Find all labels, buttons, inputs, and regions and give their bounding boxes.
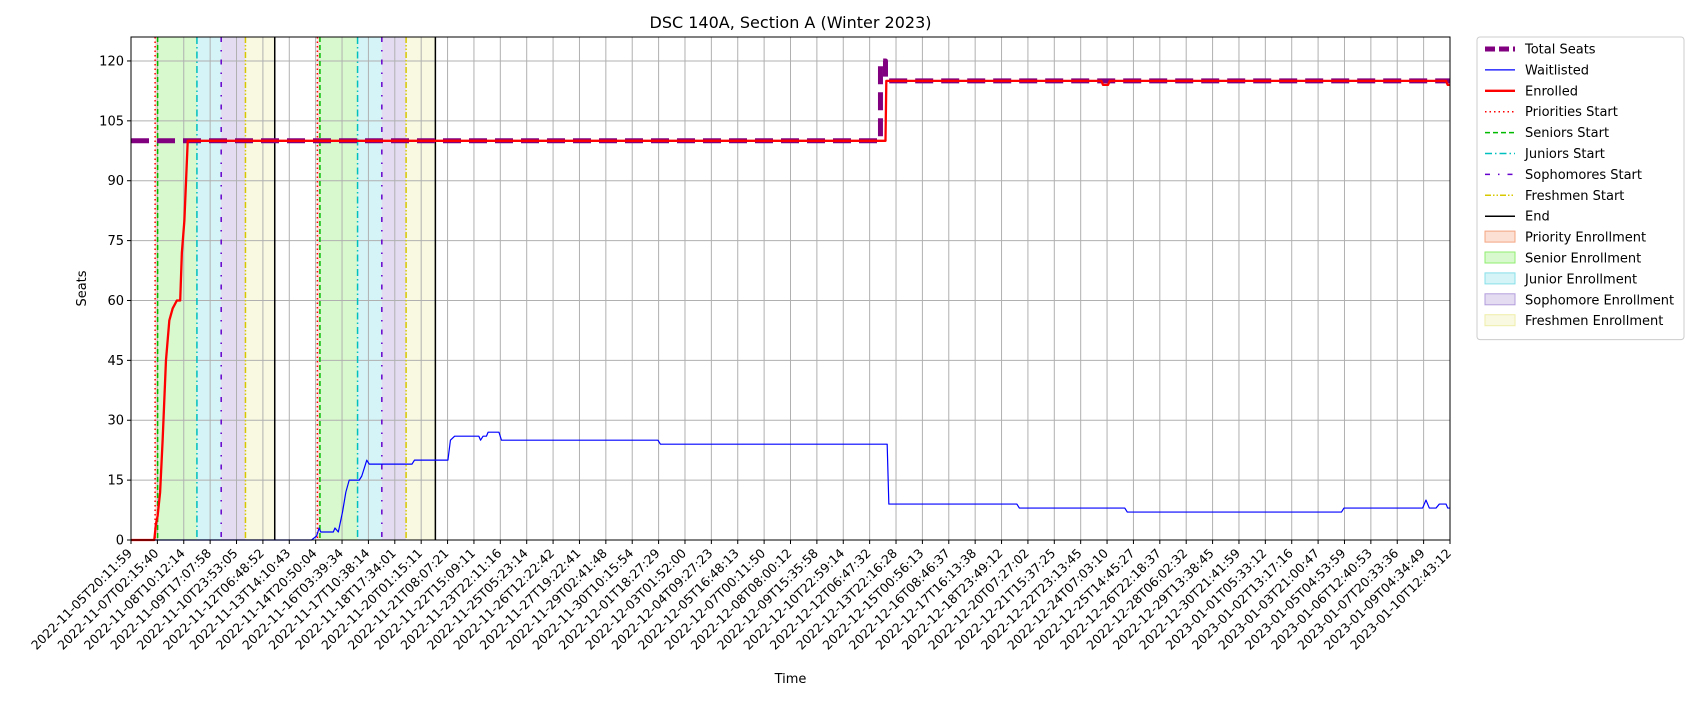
x-axis-label: Time: [774, 672, 807, 687]
legend-label-freshmen-start: Freshmen Start: [1525, 189, 1624, 204]
legend-label-seniors-start: Seniors Start: [1525, 126, 1609, 141]
y-axis-label: Seats: [75, 270, 90, 306]
legend-label-waitlisted: Waitlisted: [1525, 63, 1589, 78]
legend-label-end: End: [1525, 210, 1550, 225]
shade-junior-enrollment-1: [196, 37, 222, 540]
shade-sophomore-enrollment-1: [221, 37, 246, 540]
shade-senior-enrollment-1: [157, 37, 197, 540]
chart-title: DSC 140A, Section A (Winter 2023): [650, 13, 932, 32]
y-tick-label: 30: [107, 414, 124, 429]
legend-label-enrolled: Enrolled: [1525, 84, 1578, 99]
legend-label-junior-enrollment: Junior Enrollment: [1524, 272, 1637, 287]
legend-label-priority-enrollment: Priority Enrollment: [1525, 231, 1646, 246]
shade-senior-enrollment-2: [319, 37, 358, 540]
legend-label-total-seats: Total Seats: [1524, 43, 1596, 58]
legend-label-senior-enrollment: Senior Enrollment: [1525, 252, 1641, 267]
y-tick-label: 90: [107, 174, 124, 189]
legend-swatch-sophomore-enrollment: [1484, 293, 1516, 306]
shade-freshmen-enrollment-1: [245, 37, 275, 540]
y-tick-label: 105: [99, 114, 124, 129]
legend: Total Seats Waitlisted Enrolled Priorities …: [1476, 36, 1685, 341]
shade-priority-enrollment-1: [155, 37, 158, 540]
legend-box: [1476, 36, 1685, 341]
legend-swatch-senior-enrollment: [1484, 251, 1516, 264]
shade-priority-enrollment-2: [317, 37, 320, 540]
y-tick-label: 75: [107, 234, 124, 249]
legend-swatch-freshmen-enrollment: [1484, 314, 1516, 327]
series-waitlisted-line: [131, 431, 1450, 541]
legend-label-sophomore-enrollment: Sophomore Enrollment: [1525, 293, 1674, 308]
series-enrolled-line: [131, 79, 1450, 542]
legend-label-juniors-start: Juniors Start: [1524, 147, 1605, 162]
y-tick-label: 0: [116, 534, 124, 549]
legend-label-sophomores-start: Sophomores Start: [1525, 168, 1642, 183]
legend-swatch-priority-enrollment: [1484, 230, 1516, 243]
y-tick-label: 60: [107, 294, 124, 309]
y-tick-label: 45: [107, 354, 124, 369]
legend-swatch-junior-enrollment: [1484, 272, 1516, 285]
legend-label-freshmen-enrollment: Freshmen Enrollment: [1525, 314, 1663, 329]
y-tick-label: 15: [107, 474, 124, 489]
legend-label-priorities-start: Priorities Start: [1525, 105, 1618, 120]
y-tick-label: 120: [99, 54, 124, 69]
